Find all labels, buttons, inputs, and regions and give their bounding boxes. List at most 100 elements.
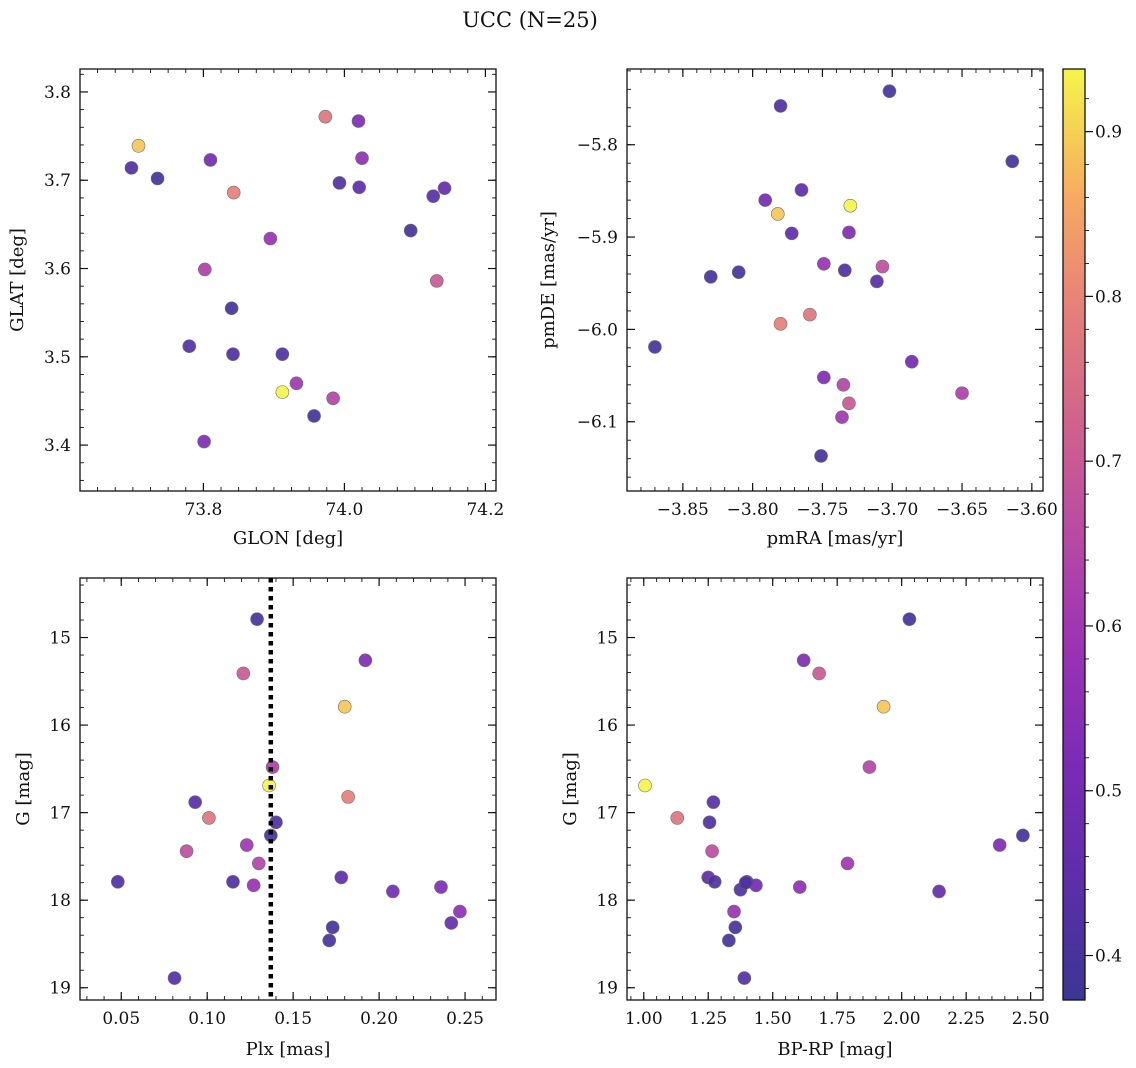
data-point [179, 844, 194, 858]
panel-plx-g: Plx [mas] G [mag] 0.05 0.10 0.15 0.20 0.25 15… [13, 577, 497, 1060]
data-point [796, 653, 811, 668]
data-point [332, 176, 347, 190]
data-point [403, 223, 418, 238]
data-point [182, 339, 197, 354]
data-point [702, 815, 717, 830]
axis-ticks: 1.00 1.25 1.50 1.75 2.00 2.25 2.50 15 16 17 18 19 [596, 578, 1050, 1029]
y-tick-label: 19 [596, 979, 618, 999]
colorbar: 0.4 0.5 0.6 0.7 0.8 0.9 [1062, 68, 1122, 1001]
data-point [341, 790, 355, 804]
data-point [352, 180, 367, 195]
data-point [246, 878, 261, 893]
colorbar-frame [1062, 68, 1086, 1001]
x-tick-label: 1.25 [689, 1009, 727, 1029]
y-tick-label: 16 [596, 716, 618, 736]
data-point [1005, 154, 1020, 169]
data-point [337, 699, 352, 714]
data-point [111, 875, 125, 889]
data-point [727, 904, 741, 919]
data-point [773, 317, 788, 331]
data-point [167, 971, 182, 985]
axis-ticks: 73.8 74.0 74.2 3.4 3.5 3.6 3.7 3.8 [44, 69, 504, 520]
data-point [812, 666, 826, 681]
data-point [842, 396, 856, 411]
x-axis-label: GLON [deg] [233, 528, 343, 549]
data-point [434, 880, 448, 894]
axes-frame [79, 68, 497, 492]
data-point [992, 838, 1007, 852]
x-tick-label: 0.25 [446, 1009, 484, 1029]
data-point [188, 795, 202, 809]
data-point [773, 99, 788, 113]
data-point [876, 699, 891, 714]
x-tick-label: 1.75 [818, 1009, 856, 1029]
data-point [770, 207, 785, 221]
data-point [386, 884, 400, 899]
x-axis-label: BP-RP [mag] [777, 1039, 892, 1060]
data-point [322, 933, 337, 948]
x-tick-label: 2.50 [1012, 1009, 1050, 1029]
data-point [955, 386, 969, 400]
y-tick-label: 19 [49, 979, 71, 999]
data-point [731, 265, 746, 279]
data-point [197, 434, 211, 449]
x-tick-label: 1.50 [754, 1009, 792, 1029]
y-tick-label: −5.8 [577, 136, 618, 156]
colorbar-tick-label: 0.8 [1095, 287, 1122, 307]
data-point [670, 811, 685, 825]
y-tick-label: 3.4 [44, 436, 71, 456]
data-point [307, 409, 321, 423]
x-tick-label: 0.15 [274, 1009, 312, 1029]
data-point [124, 161, 139, 175]
data-point [843, 198, 858, 213]
x-tick-label: 0.20 [360, 1009, 398, 1029]
scatter-points [111, 578, 467, 1000]
data-point [875, 259, 890, 274]
data-point [902, 612, 917, 626]
data-point [358, 653, 373, 668]
colorbar-tick-label: 0.4 [1095, 947, 1122, 967]
x-tick-label: 73.8 [184, 500, 222, 520]
panel-bprp-g: BP-RP [mag] G [mag] 1.00 1.25 1.50 1.75 2.00… [560, 577, 1050, 1060]
data-point [444, 916, 459, 930]
data-point [840, 856, 855, 871]
x-tick-label: 2.25 [947, 1009, 985, 1029]
data-point [239, 838, 254, 852]
data-point [837, 263, 852, 278]
y-tick-label: 16 [49, 716, 71, 736]
y-tick-label: 3.6 [44, 260, 71, 280]
x-tick-label: 2.00 [883, 1009, 921, 1029]
data-point [198, 262, 212, 277]
data-point [870, 274, 884, 289]
data-point [803, 307, 817, 322]
data-point [707, 875, 722, 889]
y-tick-label: 3.7 [44, 171, 71, 191]
x-tick-label: 0.10 [188, 1009, 226, 1029]
data-point [263, 231, 278, 246]
data-point [817, 370, 831, 385]
x-tick-label: −3.70 [866, 500, 918, 520]
data-point [202, 811, 216, 825]
colorbar-tick-label: 0.5 [1095, 782, 1122, 802]
x-tick-label: −3.65 [936, 500, 988, 520]
data-point [275, 347, 290, 361]
data-point [334, 870, 349, 885]
data-point [638, 778, 652, 793]
x-tick-label: 74.0 [325, 500, 363, 520]
panel-pmra-pmde: pmRA [mas/yr] pmDE [mas/yr] −3.85 −3.80 −3… [538, 68, 1058, 549]
y-axis-label: G [mag] [560, 752, 581, 825]
x-tick-label: 0.05 [102, 1009, 140, 1029]
data-point [351, 114, 366, 128]
data-point [792, 880, 807, 894]
colorbar-tick-label: 0.6 [1095, 617, 1122, 637]
x-tick-label: 74.2 [466, 500, 504, 520]
data-point [429, 274, 444, 288]
data-point [738, 875, 753, 890]
data-point [437, 181, 452, 195]
x-tick-label: −3.75 [796, 500, 848, 520]
data-point [250, 612, 264, 626]
axis-ticks: 0.05 0.10 0.15 0.20 0.25 15 16 17 18 19 [49, 578, 496, 1029]
axes-frame [626, 68, 1044, 492]
data-point [836, 378, 851, 392]
